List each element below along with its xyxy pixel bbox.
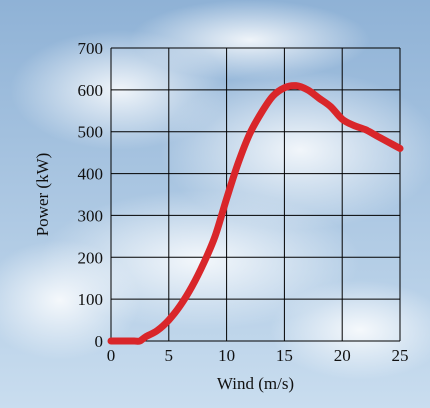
x-axis-label: Wind (m/s) — [217, 374, 294, 393]
power-curve-line — [107, 82, 404, 345]
cloud-decoration — [0, 0, 430, 380]
y-tick-label: 200 — [78, 248, 104, 267]
y-tick-label: 300 — [78, 206, 104, 225]
y-tick-label: 0 — [95, 332, 104, 351]
y-tick-label: 100 — [78, 290, 104, 309]
y-tick-label: 400 — [78, 165, 104, 184]
series-layer — [107, 82, 404, 345]
grid-lines — [110, 47, 401, 342]
tick-labels: 0 5 10 15 20 25 0 100 200 300 400 500 600 700 — [78, 39, 409, 365]
x-tick-label: 5 — [165, 346, 174, 365]
y-tick-label: 700 — [78, 39, 104, 58]
y-tick-label: 600 — [78, 81, 104, 100]
y-tick-label: 500 — [78, 123, 104, 142]
x-tick-label: 0 — [107, 346, 116, 365]
y-axis-label: Power (kW) — [33, 153, 52, 237]
x-tick-label: 10 — [218, 346, 235, 365]
x-tick-label: 20 — [334, 346, 351, 365]
x-tick-label: 15 — [276, 346, 293, 365]
x-tick-label: 25 — [392, 346, 409, 365]
